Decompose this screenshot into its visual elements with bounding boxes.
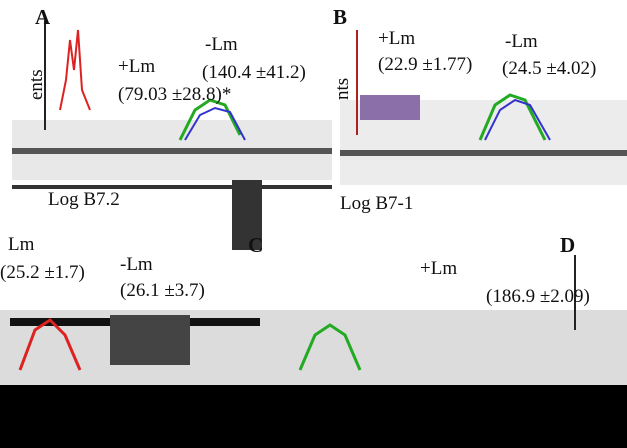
annotation: (186.9 ±2.09) — [486, 286, 590, 307]
annotation: -Lm — [205, 34, 238, 55]
figure: A +Lm (79.03 ±28.8)* -Lm (140.4 ±41.2) e… — [0, 0, 627, 448]
x-axis-label: Log B7-1 — [340, 193, 413, 214]
annotation: (22.9 ±1.77) — [378, 54, 472, 75]
annotation: -Lm — [505, 31, 538, 52]
panel-label: C — [248, 233, 263, 257]
annotation: Lm — [8, 234, 35, 255]
y-axis-label: ents — [26, 69, 47, 100]
panel-label: B — [333, 5, 347, 29]
annotation: (26.1 ±3.7) — [120, 280, 205, 301]
annotation: +Lm — [378, 28, 415, 49]
annotation: (24.5 ±4.02) — [502, 58, 596, 79]
annotation: -Lm — [120, 254, 153, 275]
annotation: +Lm — [118, 56, 155, 77]
x-axis-label: Log B7.2 — [48, 189, 120, 210]
panel-label: D — [560, 233, 575, 257]
annotation: (25.2 ±1.7) — [0, 262, 85, 283]
annotation: +Lm — [420, 258, 457, 279]
annotation: (140.4 ±41.2) — [202, 62, 306, 83]
annotation: (79.03 ±28.8)* — [118, 84, 231, 105]
panel-label: A — [35, 5, 51, 29]
y-axis-label: nts — [332, 78, 353, 100]
